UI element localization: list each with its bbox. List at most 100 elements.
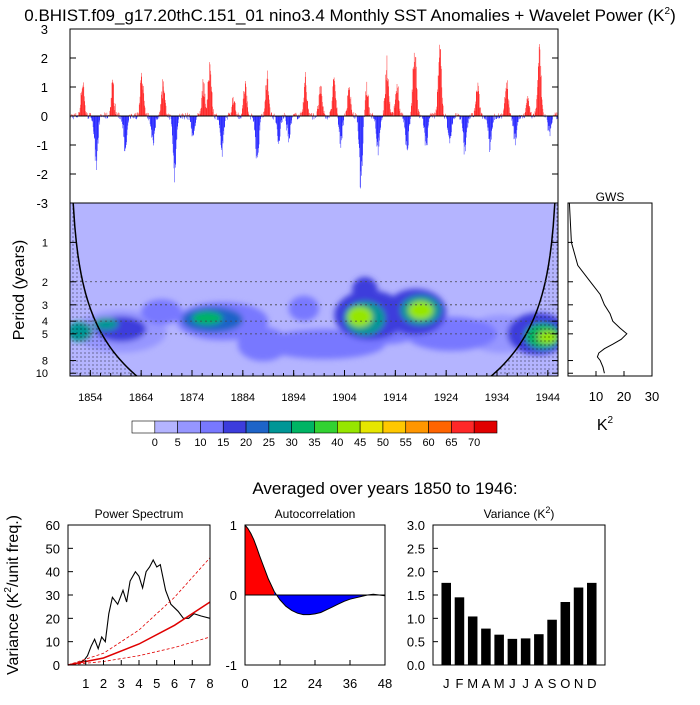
variance-bar (560, 602, 571, 665)
var-ytick-label: 0.5 (407, 635, 425, 650)
colorbar-swatch (359, 420, 384, 434)
colorbar-label: 30 (286, 437, 298, 449)
power-contour (347, 306, 373, 328)
colorbar-label: 60 (422, 437, 434, 449)
var-xtick-label: M (494, 676, 505, 691)
coi-line-right (490, 203, 556, 376)
wavelet-xtick-label: 1874 (180, 392, 204, 404)
var-xtick-label: A (482, 676, 491, 691)
colorbar-swatch (245, 420, 270, 434)
ps-xtick-label: 8 (206, 676, 213, 691)
wavelet-ytick-label: 4 (42, 316, 48, 328)
colorbar-label: 35 (308, 437, 320, 449)
variance-panel: Variance (K2)J F M A M J J A S O N D0.00.51.01.52.0… (407, 505, 606, 691)
wavelet-xtick-label: 1914 (383, 392, 407, 404)
var-title-part: Variance (K (484, 507, 546, 521)
colorbar-swatch (405, 420, 429, 434)
variance-bar (507, 638, 518, 665)
cone-of-influence (70, 203, 558, 376)
variance-bar (534, 634, 544, 665)
colorbar-swatch (314, 420, 338, 434)
ps-xtick-label: 2 (100, 676, 107, 691)
wavelet-contours (70, 277, 558, 362)
wavelet-xtick-label: 1894 (281, 392, 305, 404)
ts-ytick-label: -3 (36, 196, 48, 211)
colorbar-label: 40 (331, 437, 343, 449)
main-title: 0.BHIST.f09_g17.20thC.151_01 nino3.4 Mon… (24, 6, 675, 25)
autocorrelation-panel: Autocorrelation 1 0 -1 0 12 24 36 48 (225, 507, 392, 691)
variance-bar (520, 638, 531, 665)
var-xtick-label: J (443, 676, 450, 691)
ps-xtick-label: 1 (82, 676, 89, 691)
variance-bar (587, 582, 597, 665)
wavelet-xtick-label: 1934 (485, 392, 509, 404)
coi-hatch-left (70, 203, 137, 376)
ac-curve (244, 524, 386, 616)
wavelet-ytick-label: 3 (42, 300, 48, 312)
ps-ytick-label: 20 (46, 611, 60, 626)
colorbar-swatch (428, 420, 452, 434)
ac-xtick-label: 36 (343, 676, 357, 691)
ps-ylabel-sup: 2 (3, 587, 14, 593)
var-xtick-label: F (455, 676, 463, 691)
colorbar-label: 10 (194, 437, 206, 449)
colorbar-label: 45 (354, 437, 366, 449)
ts-ytick-label: 1 (41, 80, 48, 95)
gws-title: GWS (596, 190, 625, 204)
ps-series-lower-bound (67, 636, 211, 666)
wavelet-ytick-label: 5 (42, 329, 48, 341)
ac-positive-fill (245, 525, 380, 595)
gws-line: 10 20 30 (568, 202, 659, 404)
wavelet-xtick-label: 1904 (332, 392, 356, 404)
colorbar-label: 70 (468, 437, 480, 449)
variance-bar (481, 628, 491, 665)
colorbar-swatch (222, 420, 247, 434)
ac-xtick-label: 0 (241, 676, 248, 691)
var-xtick-label: N (574, 676, 583, 691)
coi-line-left (72, 203, 138, 376)
colorbar-swatch (291, 420, 315, 434)
coi-hatch-right (491, 203, 558, 376)
var-xtick-label: A (535, 676, 544, 691)
gws-xtick-label: 20 (617, 389, 631, 404)
contour-group (70, 277, 558, 362)
colorbar-swatch (473, 420, 498, 434)
var-xtick-label: D (587, 676, 596, 691)
ps-series-red-noise (67, 601, 211, 666)
ac-xtick-label: 24 (308, 676, 322, 691)
ts-ytick-label: -2 (36, 167, 48, 182)
wavelet-ytick-label: 10 (36, 368, 48, 380)
ts-ytick-label: 3 (41, 22, 48, 37)
wavelet-xtick-label: 1944 (536, 392, 560, 404)
variance-bar (547, 619, 557, 665)
ps-ytick-label: 50 (46, 541, 60, 556)
ps-title: Power Spectrum (95, 507, 184, 521)
var-title-sup: 2 (545, 505, 550, 515)
ac-xtick-label: 48 (378, 676, 392, 691)
var-ytick-label: 0.0 (407, 658, 425, 673)
ps-ylabel-part: Variance (K (5, 592, 22, 675)
colorbar-label: 5 (175, 437, 181, 449)
variance-bar (467, 616, 478, 665)
wavelet-ytick-label: 8 (42, 356, 48, 368)
var-xtick-label: O (560, 676, 570, 691)
power-contour (408, 300, 434, 320)
var-xtick-label: J (522, 676, 529, 691)
var-title: Variance (K2) (484, 505, 555, 521)
colorbar-swatch (154, 420, 178, 434)
ps-ytick-label: 60 (46, 518, 60, 533)
variance-bar (573, 587, 584, 665)
ps-ylabel: Variance (K2/unit freq.) (3, 515, 22, 675)
colorbar-label: 20 (240, 437, 252, 449)
colorbar-swatch (337, 420, 361, 434)
colorbar-label: 55 (400, 437, 412, 449)
ps-xtick-label: 4 (135, 676, 142, 691)
ts-ytick-label: 0 (41, 109, 48, 124)
wavelet-xtick-label: 1854 (78, 392, 102, 404)
gws-frame (567, 202, 653, 377)
var-ytick-label: 2.5 (407, 541, 425, 556)
colorbar-swatch (200, 420, 224, 434)
